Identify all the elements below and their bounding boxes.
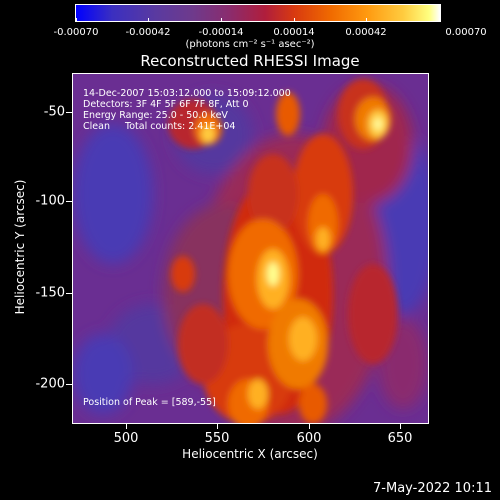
- datestamp: 7-May-2022 10:11: [373, 481, 492, 496]
- y-tick-label: -150: [35, 285, 65, 301]
- colorbar-tickmark: [439, 18, 440, 22]
- annotation-time-range: 14-Dec-2007 15:03:12.000 to 15:09:12.000: [83, 88, 291, 99]
- colorbar: [75, 4, 441, 22]
- y-tickmark: [66, 384, 72, 385]
- x-tickmark: [126, 423, 127, 429]
- colorbar-unit-label: (photons cm⁻² s⁻¹ asec⁻²): [185, 39, 315, 50]
- y-tickmark: [66, 293, 72, 294]
- x-axis-label: Heliocentric X (arcsec): [182, 447, 318, 461]
- x-tick-label: 500: [113, 431, 139, 446]
- colorbar-tick-label: 0.00070: [445, 27, 487, 38]
- x-tick-label: 600: [296, 431, 322, 446]
- x-tick-label: 550: [204, 431, 230, 446]
- heatmap-image: [73, 74, 428, 423]
- colorbar-tick-label: 0.00042: [345, 27, 387, 38]
- image-title: Reconstructed RHESSI Image: [140, 52, 360, 70]
- colorbar-tick-label: -0.00042: [125, 27, 171, 38]
- y-tick-label: -50: [43, 104, 65, 120]
- colorbar-tickmark: [221, 18, 222, 22]
- x-tickmark: [400, 423, 401, 429]
- annotation-peak-position: Position of Peak = [589,-55]: [83, 397, 216, 408]
- y-axis-label: Heliocentric Y (arcsec): [13, 179, 27, 315]
- rhessi-image-plot: 14-Dec-2007 15:03:12.000 to 15:09:12.000…: [72, 73, 429, 424]
- colorbar-tick-label: -0.00070: [53, 27, 99, 38]
- x-tickmark: [217, 423, 218, 429]
- y-tickmark: [66, 112, 72, 113]
- colorbar-tick-label: -0.00014: [198, 27, 244, 38]
- x-tickmark: [309, 423, 310, 429]
- colorbar-tickmark: [366, 18, 367, 22]
- annotation-energy-range: Energy Range: 25.0 - 50.0 keV: [83, 110, 228, 121]
- colorbar-tick-label: 0.00014: [273, 27, 315, 38]
- colorbar-tickmark: [148, 18, 149, 22]
- colorbar-tickmark: [76, 18, 77, 22]
- colorbar-tickmark: [294, 18, 295, 22]
- y-tick-label: -200: [35, 376, 65, 392]
- x-tick-label: 650: [387, 431, 413, 446]
- annotation-detectors: Detectors: 3F 4F 5F 6F 7F 8F, Att 0: [83, 99, 249, 110]
- y-tickmark: [66, 201, 72, 202]
- annotation-total-counts: Clean Total counts: 2.41E+04: [83, 121, 236, 132]
- y-tick-label: -100: [35, 193, 65, 209]
